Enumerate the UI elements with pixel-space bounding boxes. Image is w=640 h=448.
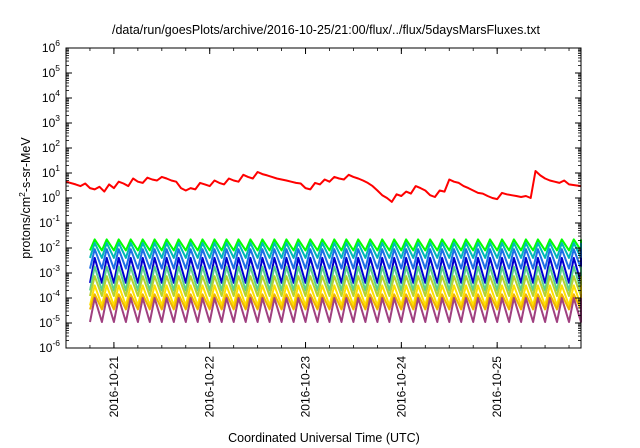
x-tick-label: 2016-10-25 — [490, 356, 504, 418]
plot-area — [65, 170, 582, 323]
y-tick-label: 10-1 — [39, 213, 60, 230]
y-tick-label: 101 — [42, 163, 60, 180]
series-line-6 — [89, 265, 582, 292]
y-axis: 10-6 10-5 10-4 10-3 10-2 10-1 100 101 102 103 104 1… — [39, 38, 581, 355]
y-tick-label: 100 — [42, 188, 60, 205]
y-tick-label: 10-6 — [39, 338, 60, 355]
series-line-8 — [89, 284, 582, 307]
series-line-7 — [89, 275, 582, 297]
series-line-10 — [89, 297, 582, 323]
y-axis-label-superscript: 2 — [17, 192, 27, 197]
series-line-3 — [89, 241, 582, 259]
y-tick-label: 10-2 — [39, 238, 60, 255]
y-axis-label-suffix: -s-sr-MeV — [19, 137, 33, 193]
y-tick-label: 102 — [42, 138, 60, 155]
y-axis-label-prefix: protons/cm — [19, 197, 33, 259]
x-tick-label: 2016-10-21 — [107, 356, 121, 418]
x-tick-label: 2016-10-23 — [299, 356, 313, 418]
y-tick-label: 104 — [42, 88, 60, 105]
x-axis-label: Coordinated Universal Time (UTC) — [228, 431, 420, 445]
series-line-4 — [89, 248, 582, 270]
series-line-9 — [89, 293, 582, 311]
series-line-1 — [65, 170, 582, 203]
y-tick-label: 10-4 — [39, 288, 60, 305]
series-line-5 — [89, 256, 582, 284]
y-tick-label: 106 — [42, 38, 60, 55]
y-tick-label: 103 — [42, 113, 60, 130]
y-tick-label: 10-5 — [39, 313, 60, 330]
y-tick-label: 105 — [42, 63, 60, 80]
y-tick-label: 10-3 — [39, 263, 60, 280]
x-tick-label: 2016-10-24 — [394, 356, 408, 418]
chart-title: /data/run/goesPlots/archive/2016-10-25/2… — [112, 23, 541, 37]
series-line-2 — [89, 238, 582, 252]
x-axis: 2016-10-21 2016-10-22 2016-10-23 2016-10-24… — [65, 48, 570, 418]
y-axis-label: protons/cm2-s-sr-MeV — [17, 137, 33, 259]
x-tick-label: 2016-10-22 — [203, 356, 217, 418]
